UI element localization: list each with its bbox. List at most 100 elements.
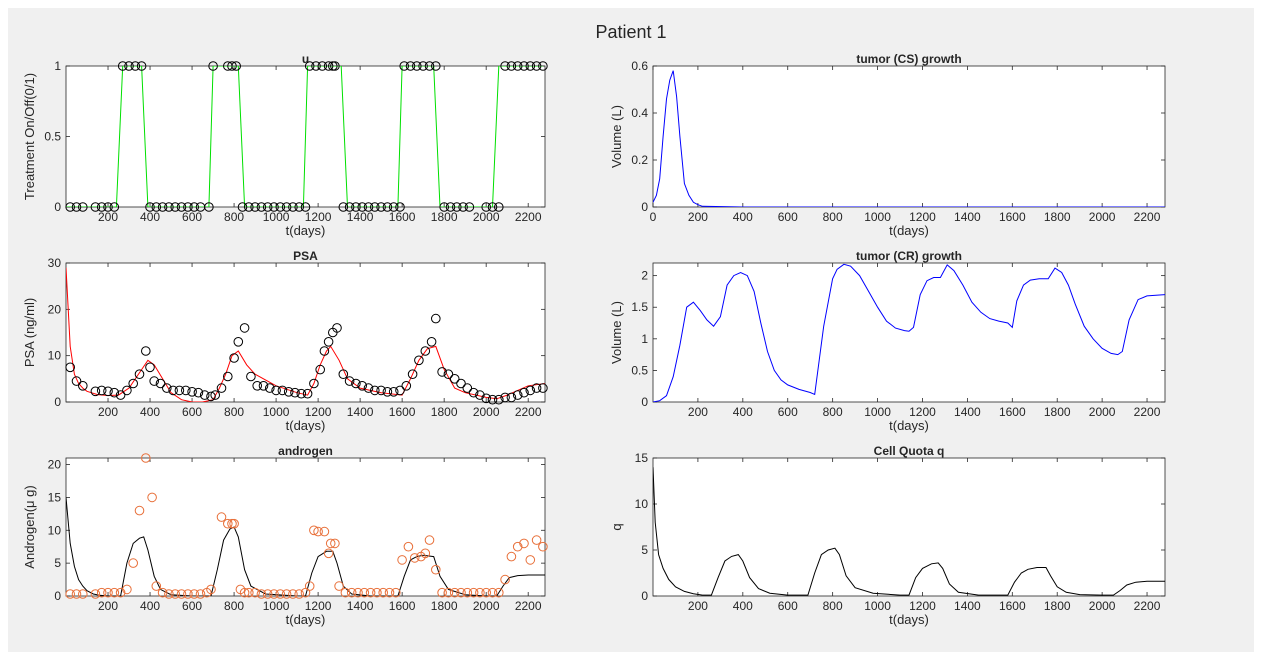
y-axis-label: q	[609, 523, 624, 530]
y-axis-label: PSA (ng/ml)	[22, 298, 37, 367]
data-point	[283, 387, 294, 397]
x-tick-label: 1600	[999, 405, 1026, 419]
data-point	[216, 512, 227, 522]
data-point	[506, 551, 517, 562]
data-point	[115, 390, 126, 400]
y-tick-label: 20	[48, 302, 62, 316]
x-tick-label: 1200	[909, 210, 936, 224]
x-axis-label: t(days)	[889, 612, 929, 627]
y-tick-label: 15	[48, 490, 62, 504]
data-point	[445, 202, 456, 212]
x-tick-label: 1800	[431, 210, 458, 224]
data-point	[277, 385, 288, 396]
data-point	[464, 202, 475, 212]
x-tick-label: 1800	[431, 599, 458, 613]
data-point	[431, 564, 441, 575]
y-tick-label: 5	[54, 556, 61, 570]
x-tick-label: 1200	[305, 405, 332, 419]
x-tick-label: 1000	[864, 210, 891, 224]
data-point	[128, 378, 138, 389]
x-tick-label: 200	[688, 599, 708, 613]
data-point	[538, 61, 548, 71]
data-point	[141, 346, 151, 356]
y-tick-label: 2	[641, 269, 648, 283]
data-point	[525, 385, 536, 396]
data-point	[189, 589, 199, 599]
data-point	[147, 492, 157, 503]
y-tick-label: 30	[48, 256, 62, 270]
data-point	[525, 61, 536, 71]
data-point	[71, 376, 82, 386]
data-point	[223, 371, 233, 382]
data-point	[388, 387, 399, 397]
data-point	[431, 61, 441, 71]
data-point	[96, 385, 107, 396]
x-tick-label: 200	[98, 599, 118, 613]
data-point	[315, 364, 326, 375]
data-point	[344, 376, 355, 386]
data-point	[531, 535, 542, 545]
data-point	[334, 581, 344, 591]
data-point	[388, 202, 399, 212]
data-point	[151, 202, 162, 212]
data-point	[246, 371, 256, 382]
data-point	[252, 381, 262, 391]
x-tick-label: 2000	[1089, 405, 1116, 419]
data-point	[475, 587, 485, 598]
x-tick-label: 1600	[389, 599, 416, 613]
data-point	[382, 387, 393, 397]
y-tick-label: 0.6	[631, 59, 648, 73]
data-point	[145, 202, 155, 212]
data-point	[170, 202, 180, 212]
x-tick-label: 200	[98, 405, 118, 419]
data-point	[304, 61, 315, 71]
data-point	[519, 387, 529, 398]
data-point	[363, 383, 374, 393]
x-tick-label: 1400	[347, 405, 374, 419]
data-point	[90, 589, 101, 599]
data-point	[439, 202, 450, 212]
data-point	[229, 518, 239, 529]
axes-title: PSA	[293, 249, 318, 263]
data-point	[269, 589, 279, 599]
data-point	[262, 589, 273, 599]
data-point	[103, 386, 113, 397]
axes-title: tumor (CR) growth	[856, 249, 962, 263]
data-point	[494, 202, 504, 212]
data-point	[250, 202, 260, 212]
data-point	[227, 61, 237, 71]
data-point	[65, 362, 76, 373]
x-tick-label: 2000	[1089, 210, 1116, 224]
data-point	[117, 61, 128, 71]
data-point	[157, 202, 168, 212]
x-tick-label: 400	[733, 210, 753, 224]
plot-area-psa	[65, 262, 546, 403]
y-tick-label: 1.5	[631, 300, 648, 314]
data-point	[365, 587, 376, 598]
data-point	[96, 587, 107, 598]
data-point	[65, 589, 76, 599]
x-axis-label: t(days)	[286, 612, 326, 627]
y-tick-label: 15	[635, 451, 649, 465]
data-point	[372, 587, 382, 598]
data-point	[538, 383, 548, 393]
data-point	[103, 587, 113, 598]
x-tick-label: 600	[182, 210, 202, 224]
data-point	[414, 355, 424, 366]
y-tick-label: 1	[54, 59, 61, 73]
data-point	[155, 378, 166, 389]
x-tick-label: 1800	[1044, 599, 1071, 613]
x-tick-label: 400	[140, 210, 160, 224]
data-point	[494, 394, 504, 405]
y-tick-label: 0	[54, 200, 61, 214]
x-tick-label: 1000	[263, 599, 290, 613]
data-point	[395, 385, 405, 396]
data-point	[376, 202, 386, 212]
x-tick-label: 1800	[1044, 210, 1071, 224]
axes-title: u	[302, 52, 309, 66]
data-point	[407, 369, 418, 380]
y-axis-label: Volume (L)	[609, 301, 624, 364]
data-point	[420, 346, 431, 356]
data-point	[239, 323, 250, 333]
data-point	[294, 589, 305, 599]
